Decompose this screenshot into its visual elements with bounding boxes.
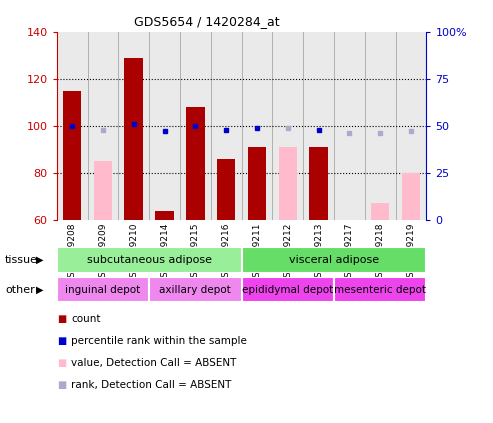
Bar bbox=[88, 32, 118, 220]
Text: ▶: ▶ bbox=[36, 285, 43, 295]
Text: ■: ■ bbox=[57, 336, 66, 346]
Text: GDS5654 / 1420284_at: GDS5654 / 1420284_at bbox=[134, 15, 280, 28]
Text: value, Detection Call = ABSENT: value, Detection Call = ABSENT bbox=[71, 358, 237, 368]
Bar bbox=[402, 173, 420, 220]
Text: subcutaneous adipose: subcutaneous adipose bbox=[87, 255, 211, 265]
Text: count: count bbox=[71, 314, 101, 324]
Bar bbox=[57, 32, 88, 220]
Bar bbox=[395, 32, 426, 220]
Text: ▶: ▶ bbox=[36, 255, 43, 265]
Text: visceral adipose: visceral adipose bbox=[289, 255, 379, 265]
Text: mesenteric depot: mesenteric depot bbox=[334, 285, 426, 295]
Bar bbox=[310, 147, 328, 220]
Text: other: other bbox=[5, 285, 35, 295]
Bar bbox=[211, 32, 242, 220]
Text: ■: ■ bbox=[57, 380, 66, 390]
Bar bbox=[180, 32, 211, 220]
Text: tissue: tissue bbox=[5, 255, 38, 265]
Bar bbox=[334, 32, 365, 220]
Text: axillary depot: axillary depot bbox=[159, 285, 231, 295]
Bar bbox=[63, 91, 81, 220]
Bar bbox=[272, 32, 303, 220]
Bar bbox=[242, 32, 272, 220]
Bar bbox=[279, 147, 297, 220]
Text: inguinal depot: inguinal depot bbox=[65, 285, 141, 295]
Bar bbox=[57, 277, 149, 302]
Bar bbox=[155, 211, 174, 220]
Bar bbox=[242, 247, 426, 273]
Bar bbox=[94, 161, 112, 220]
Bar bbox=[242, 277, 334, 302]
Bar bbox=[118, 32, 149, 220]
Bar bbox=[371, 203, 389, 220]
Text: rank, Detection Call = ABSENT: rank, Detection Call = ABSENT bbox=[71, 380, 232, 390]
Bar bbox=[334, 277, 426, 302]
Bar bbox=[217, 159, 235, 220]
Bar bbox=[247, 147, 266, 220]
Bar bbox=[124, 58, 143, 220]
Bar bbox=[57, 247, 242, 273]
Bar bbox=[303, 32, 334, 220]
Bar bbox=[149, 32, 180, 220]
Text: ■: ■ bbox=[57, 314, 66, 324]
Text: epididymal depot: epididymal depot bbox=[242, 285, 333, 295]
Bar bbox=[365, 32, 395, 220]
Text: percentile rank within the sample: percentile rank within the sample bbox=[71, 336, 247, 346]
Bar bbox=[149, 277, 242, 302]
Text: ■: ■ bbox=[57, 358, 66, 368]
Bar bbox=[186, 107, 205, 220]
